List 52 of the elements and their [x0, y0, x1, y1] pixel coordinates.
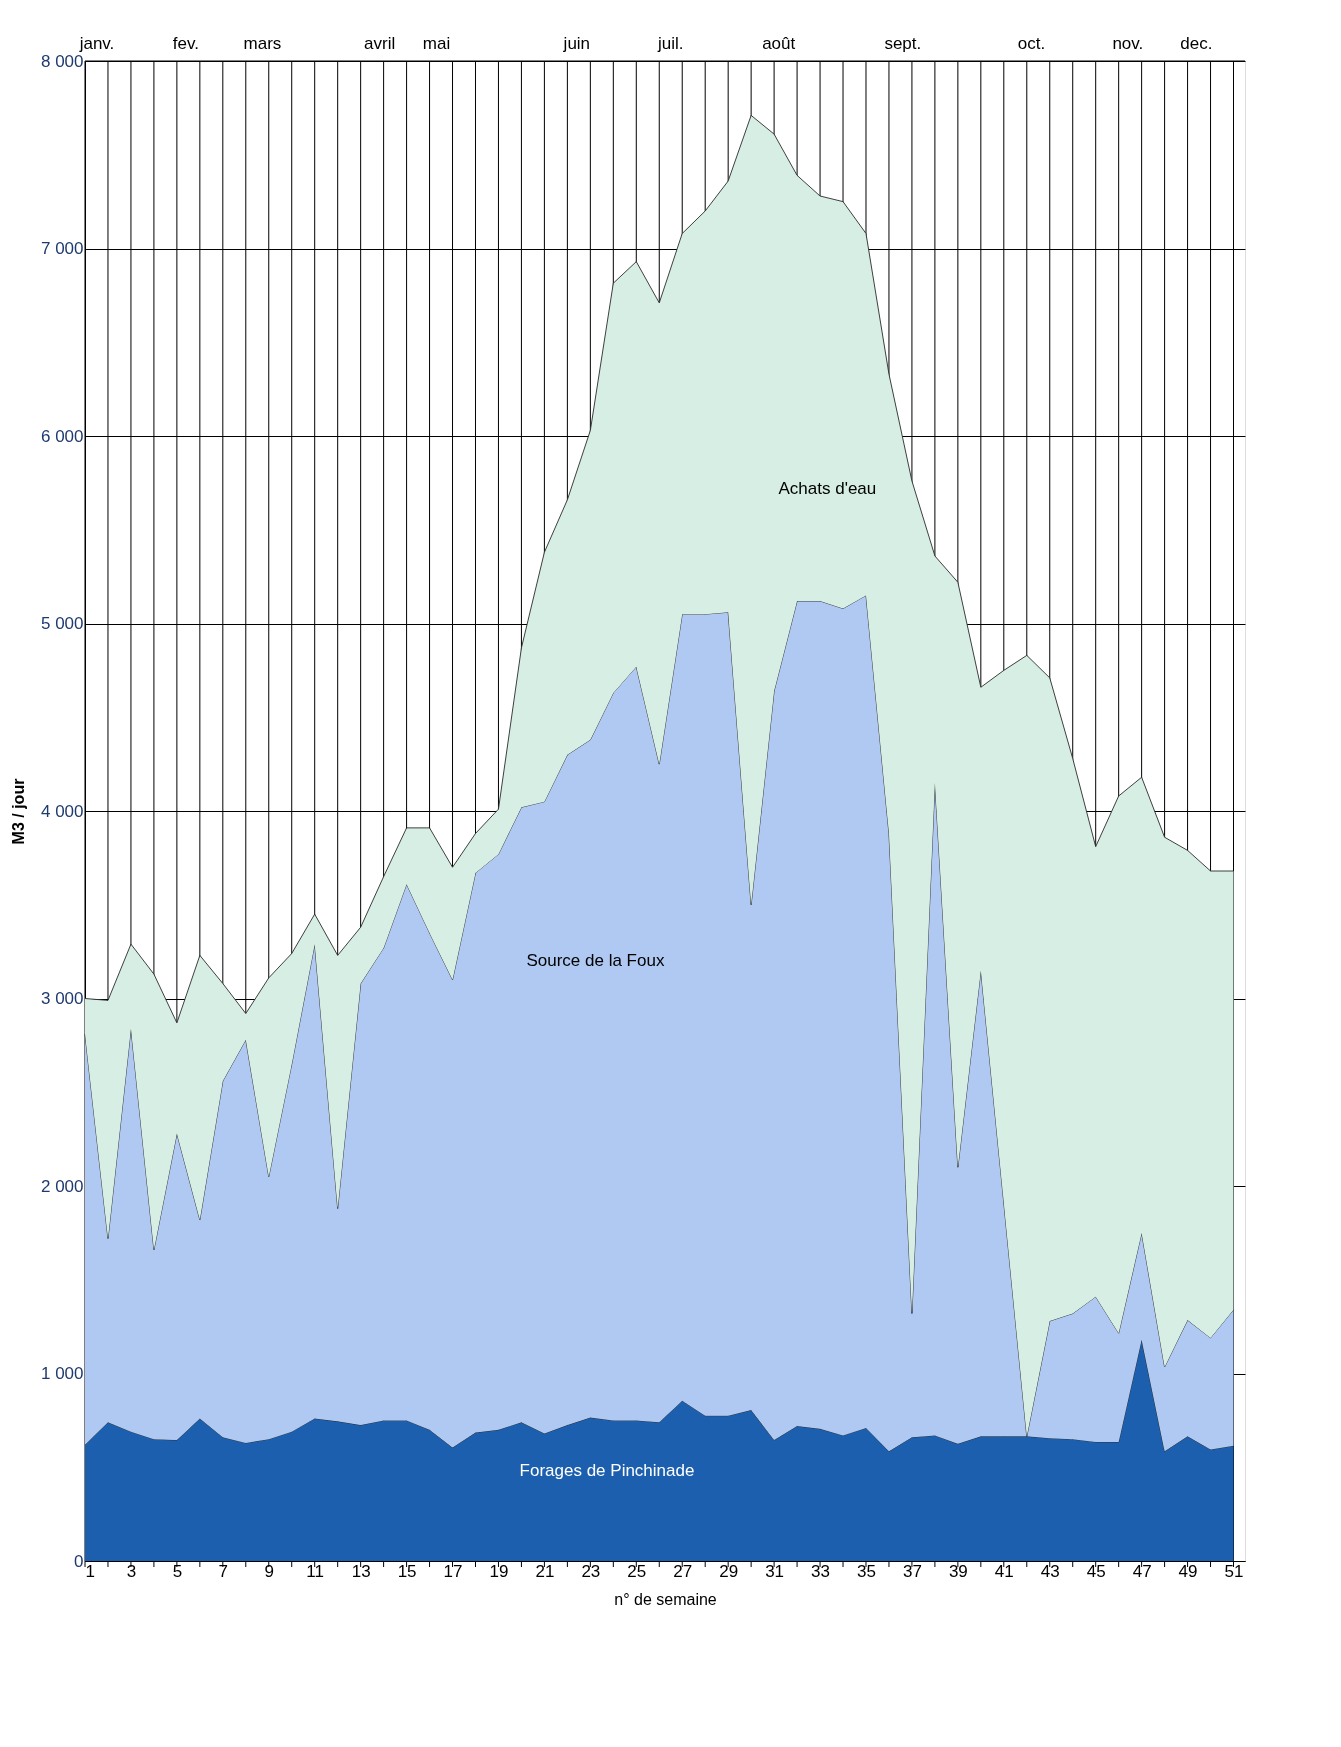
x-tick-label: 19	[489, 1561, 509, 1581]
text: sept.	[884, 34, 922, 53]
text: mars	[243, 34, 282, 53]
y-tick-label: 2 000	[40, 1176, 84, 1196]
text: fev.	[172, 34, 199, 53]
x-tick-label: 11	[306, 1561, 325, 1581]
y-tick-label: 3 000	[40, 989, 84, 1008]
x-tick-label: 7	[218, 1561, 229, 1581]
x-tick-label: 1	[85, 1561, 95, 1581]
y-tick-label: 6 000	[40, 426, 84, 446]
x-tick-label: 23	[581, 1561, 601, 1581]
x-tick-label: 31	[765, 1561, 785, 1581]
x-tick-label: 9	[264, 1561, 274, 1581]
y-tick-label: 7 000	[40, 239, 84, 258]
text: avril	[364, 34, 396, 53]
x-tick-label: 5	[172, 1561, 183, 1581]
series-label: Achats d'eau	[778, 478, 877, 498]
y-tick-label: 1 000	[40, 1364, 84, 1383]
x-tick-label: 3	[126, 1561, 137, 1581]
text: juin	[562, 34, 591, 53]
x-tick-label: 13	[351, 1561, 371, 1581]
x-tick-label: 37	[902, 1561, 922, 1581]
text: mai	[422, 34, 451, 53]
x-tick-label: 33	[811, 1561, 831, 1581]
y-tick-label: 4 000	[40, 801, 84, 821]
x-tick-label: 21	[535, 1561, 555, 1581]
text: nov.	[1112, 34, 1144, 53]
x-tick-label: 29	[719, 1561, 739, 1581]
series-label: Forages de Pinchinade	[519, 1461, 695, 1480]
text: août	[762, 34, 796, 53]
text: juil.	[657, 34, 684, 53]
x-tick-label: 47	[1132, 1561, 1152, 1581]
y-tick-label: 5 000	[40, 614, 84, 633]
y-tick-label: 8 000	[40, 51, 84, 71]
series-label: Source de la Foux	[526, 951, 665, 970]
x-tick-label: 25	[627, 1561, 647, 1581]
x-tick-label: 27	[673, 1561, 693, 1581]
x-tick-label: 15	[397, 1561, 417, 1581]
x-tick-label: 45	[1086, 1561, 1106, 1581]
x-tick-label: 49	[1178, 1561, 1198, 1581]
x-tick-label: 39	[948, 1561, 968, 1581]
x-tick-label: 43	[1040, 1561, 1060, 1581]
x-tick-label: 41	[994, 1561, 1014, 1581]
x-tick-label: 17	[443, 1561, 463, 1581]
text: oct.	[1017, 34, 1046, 53]
x-axis-title: n° de semaine	[614, 1590, 717, 1608]
x-tick-label: 51	[1224, 1561, 1244, 1581]
x-tick-label: 35	[857, 1561, 876, 1581]
y-axis-title: M3 / jour	[9, 778, 27, 845]
text: dec.	[1180, 34, 1213, 53]
y-tick-label: 0	[74, 1551, 84, 1571]
text: janv.	[78, 34, 115, 53]
